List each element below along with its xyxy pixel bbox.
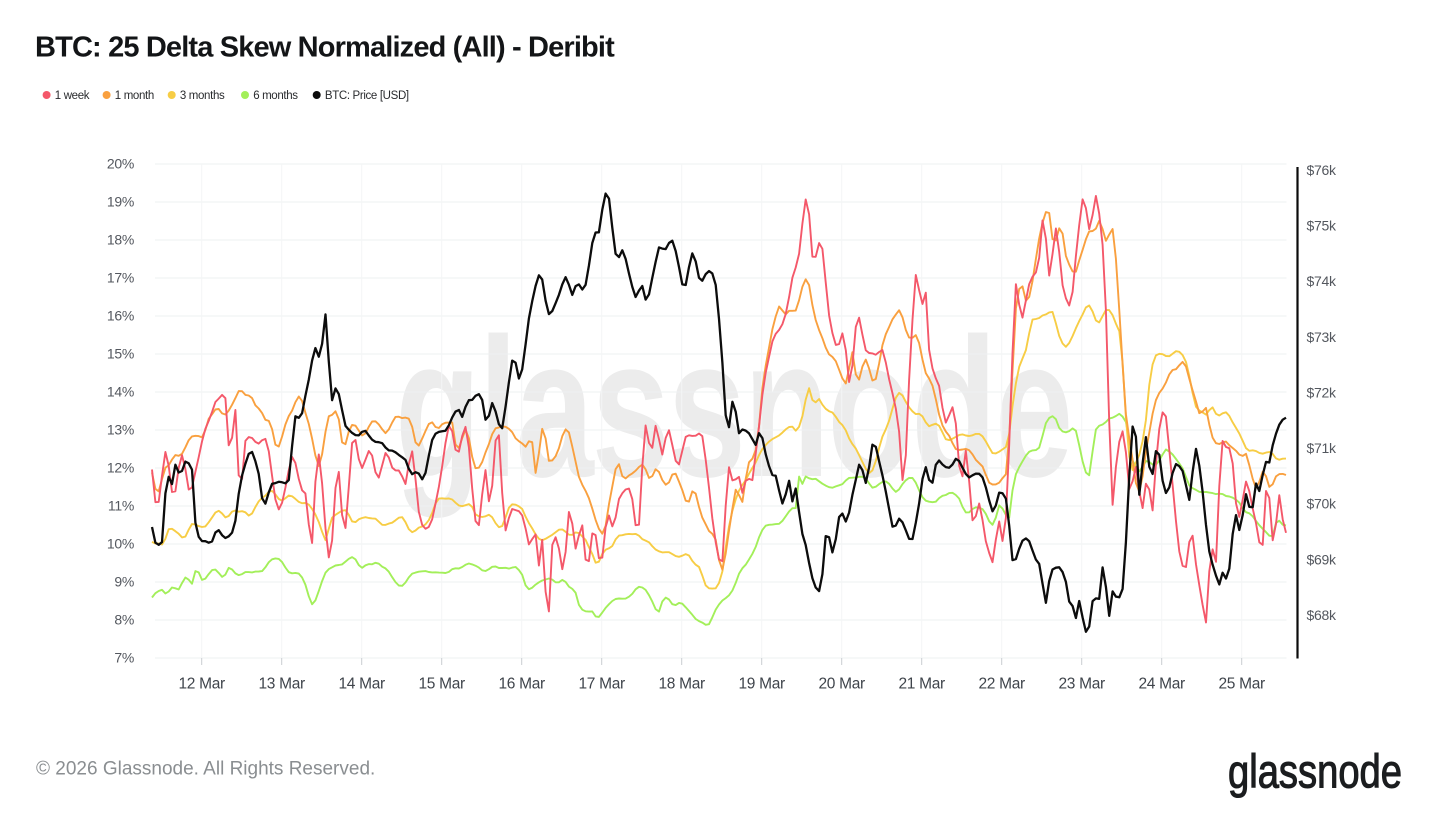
svg-text:19%: 19% — [107, 194, 134, 210]
svg-text:© 2026 Glassnode. All Rights R: © 2026 Glassnode. All Rights Reserved. — [36, 758, 375, 779]
svg-text:$75k: $75k — [1307, 218, 1337, 234]
svg-text:3 months: 3 months — [180, 90, 225, 102]
svg-text:22 Mar: 22 Mar — [978, 676, 1025, 693]
svg-text:6 months: 6 months — [253, 90, 298, 102]
svg-text:9%: 9% — [114, 574, 134, 590]
svg-text:16 Mar: 16 Mar — [498, 676, 545, 693]
svg-text:17%: 17% — [107, 270, 134, 286]
svg-text:18%: 18% — [107, 232, 134, 248]
svg-text:16%: 16% — [107, 308, 134, 324]
svg-text:12 Mar: 12 Mar — [178, 676, 225, 693]
svg-text:15%: 15% — [107, 346, 134, 362]
svg-text:$72k: $72k — [1307, 384, 1337, 400]
svg-text:$74k: $74k — [1307, 273, 1337, 289]
svg-text:1 week: 1 week — [55, 90, 90, 102]
svg-text:13 Mar: 13 Mar — [258, 676, 305, 693]
svg-text:25 Mar: 25 Mar — [1218, 676, 1265, 693]
svg-text:20%: 20% — [107, 156, 134, 172]
svg-text:14 Mar: 14 Mar — [338, 676, 385, 693]
svg-text:21 Mar: 21 Mar — [898, 676, 945, 693]
svg-text:$73k: $73k — [1307, 329, 1337, 345]
svg-text:10%: 10% — [107, 536, 134, 552]
svg-text:19 Mar: 19 Mar — [738, 676, 785, 693]
svg-text:glassnode: glassnode — [1228, 745, 1402, 798]
svg-text:20 Mar: 20 Mar — [818, 676, 865, 693]
svg-text:23 Mar: 23 Mar — [1058, 676, 1105, 693]
svg-text:$71k: $71k — [1307, 440, 1337, 456]
svg-text:7%: 7% — [114, 650, 134, 666]
svg-text:BTC: Price [USD]: BTC: Price [USD] — [325, 90, 409, 102]
svg-text:1 month: 1 month — [115, 90, 154, 102]
svg-text:15 Mar: 15 Mar — [418, 676, 465, 693]
svg-text:$69k: $69k — [1307, 551, 1337, 567]
svg-text:12%: 12% — [107, 460, 134, 476]
svg-text:$68k: $68k — [1307, 607, 1337, 623]
svg-text:14%: 14% — [107, 384, 134, 400]
svg-text:18 Mar: 18 Mar — [658, 676, 705, 693]
svg-text:17 Mar: 17 Mar — [578, 676, 625, 693]
svg-text:24 Mar: 24 Mar — [1138, 676, 1185, 693]
svg-text:$76k: $76k — [1307, 162, 1337, 178]
svg-text:8%: 8% — [114, 612, 134, 628]
svg-text:11%: 11% — [108, 498, 134, 514]
svg-text:13%: 13% — [107, 422, 134, 438]
svg-text:$70k: $70k — [1307, 496, 1337, 512]
svg-text:BTC: 25 Delta Skew Normalized: BTC: 25 Delta Skew Normalized (All) - De… — [35, 31, 615, 63]
